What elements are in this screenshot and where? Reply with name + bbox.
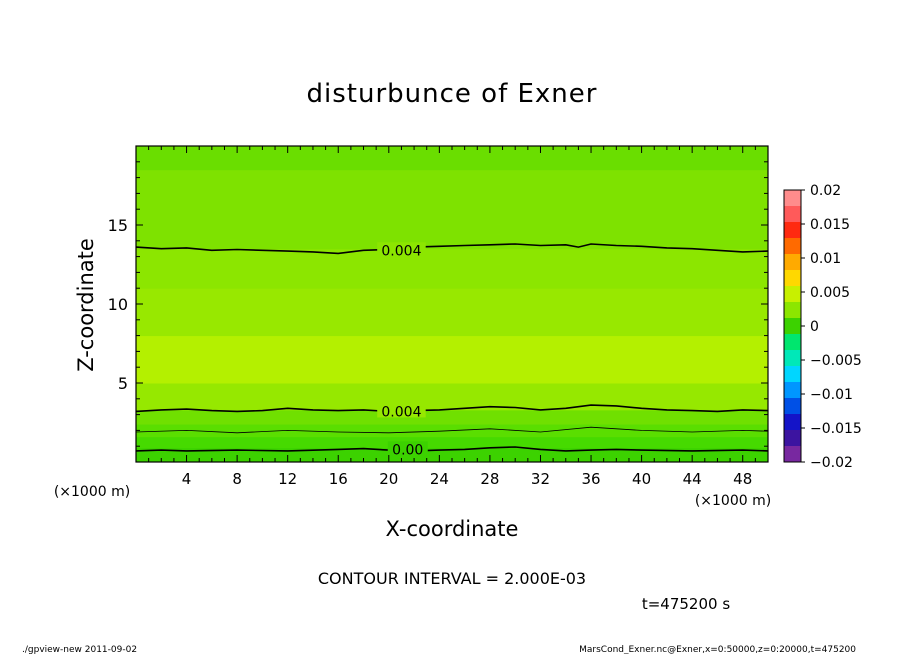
y-unit-label: (×1000 m) [54,484,130,500]
colorbar-swatch [784,238,801,255]
colorbar-tick-label: 0.005 [810,285,850,301]
x-tick-label: 4 [182,470,192,488]
colorbar-swatch [784,366,801,383]
y-tick-label: 5 [118,374,128,393]
contour-line-1 [135,404,769,413]
colorbar-swatch [784,382,801,399]
contour-label-3: 0.00 [392,442,423,458]
x-tick-label: 48 [733,470,752,488]
colorbar-tick-label: 0.02 [810,183,841,199]
colorbar-swatch [784,286,801,303]
fill-band-3 [136,409,768,425]
x-tick-label: 8 [232,470,242,488]
colorbar-tick-label: −0.01 [810,387,853,403]
colorbar-tick-label: −0.02 [810,455,853,471]
colorbar-tick-label: −0.015 [810,421,862,437]
x-axis-ticks: 4 8 12 16 20 24 28 32 36 40 44 48 [148,146,756,488]
x-tick-label: 40 [632,470,651,488]
colorbar-tick-label: −0.005 [810,353,862,369]
colorbar-swatch [784,206,801,223]
fill-band-8 [136,169,768,250]
contour-label-1: 0.004 [381,404,421,420]
x-tick-label: 36 [581,470,600,488]
fill-band-4 [136,383,768,411]
colorbar-swatch [784,270,801,287]
colorbar-swatch [784,398,801,415]
colorbar-swatch [784,334,801,351]
x-tick-label: 16 [329,470,348,488]
fill-band-7 [136,248,768,289]
colorbar-swatch [784,254,801,271]
x-tick-label: 32 [531,470,550,488]
x-tick-label: 24 [430,470,449,488]
fill-band-1 [136,436,768,449]
fill-band-9 [136,146,768,171]
x-tick-label: 20 [379,470,398,488]
colorbar-tick-label: 0.015 [810,217,850,233]
y-tick-label: 10 [108,295,128,314]
colorbar-swatch [784,190,801,207]
contour-interval-text: CONTOUR INTERVAL = 2.000E-03 [318,569,586,588]
footer-right: MarsCond_Exner.nc@Exner,x=0:50000,z=0:20… [579,645,856,654]
contour-label-bg-1 [377,403,426,418]
colorbar-labels: 0.02 0.015 0.01 0.005 0 −0.005 −0.01 −0.015 −0.0… [801,183,862,471]
contour-labels: 0.004 0.004 0.00 [377,242,428,458]
colorbar-swatch [784,430,801,447]
x-tick-label: 44 [683,470,702,488]
contour-label-bg-0 [377,242,426,257]
colorbar-swatch [784,446,801,463]
time-text: t=475200 s [642,595,730,613]
x-tick-label: 28 [480,470,499,488]
colorbar-swatch [784,414,801,431]
contour-line-0 [135,243,769,255]
footer-left: ./gpview-new 2011-09-02 [22,645,137,654]
contour-label-0: 0.004 [381,243,421,259]
colorbar-swatch [784,350,801,367]
y-axis-ticks: 5 10 15 [108,161,768,447]
x-axis-label: X-coordinate [386,517,519,541]
x-unit-label: (×1000 m) [695,493,771,509]
colorbar-swatch [784,302,801,319]
fill-band-5 [136,335,768,384]
chart-title: disturbunce of Exner [307,79,598,109]
contour-lines [135,243,769,452]
contour-line-3 [135,446,769,452]
fill-band-6 [136,288,768,337]
x-tick-label: 12 [278,470,297,488]
contour-line-2 [135,426,769,434]
colorbar-swatch [784,222,801,239]
y-axis-label: Z-coordinate [74,238,98,372]
colorbar-tick-label: 0.01 [810,251,841,267]
colorbar-tick-label: 0 [810,319,819,335]
y-tick-label: 15 [108,216,128,235]
contour-fill [136,146,768,463]
contour-label-bg-3 [387,441,428,456]
colorbar-swatch [784,318,801,335]
colorbar [784,190,801,463]
